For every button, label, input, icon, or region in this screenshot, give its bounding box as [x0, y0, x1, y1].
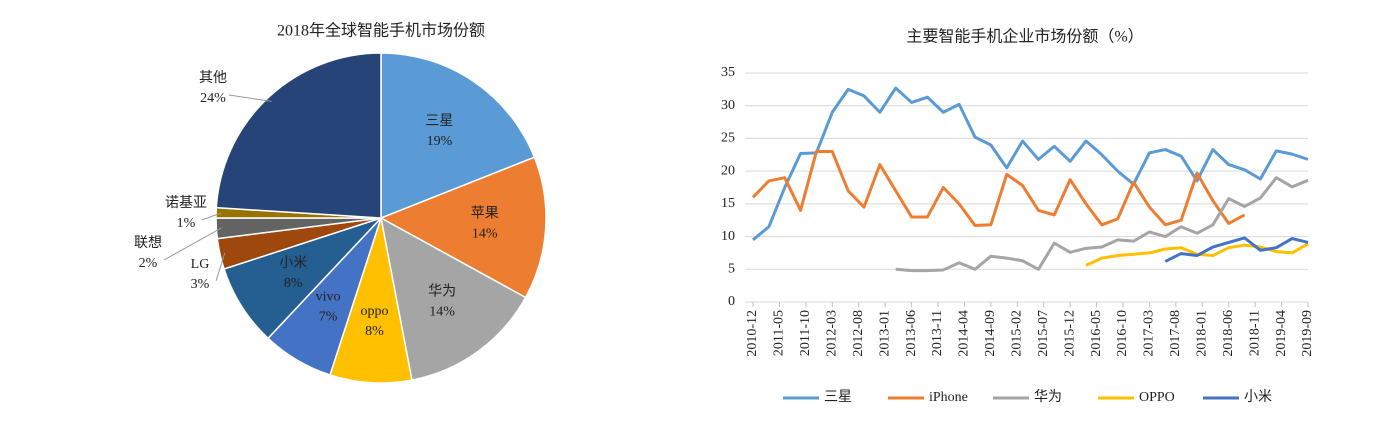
pie-title: 2018年全球智能手机市场份额	[277, 22, 485, 40]
line-series	[752, 86, 1309, 241]
legend-label: OPPO	[1139, 390, 1175, 405]
line-series	[895, 176, 1309, 273]
slice-label: 小米	[279, 255, 307, 271]
x-tick-label: 2019-04	[1274, 310, 1289, 357]
x-tick-label: 2010-12	[745, 310, 760, 357]
slice-label: 联想	[134, 235, 162, 251]
x-tick-label: 2016-05	[1089, 310, 1104, 357]
y-tick-label: 0	[728, 294, 735, 309]
legend-label: 华为	[1034, 389, 1062, 405]
x-tick-label: 2018-11	[1247, 310, 1262, 356]
x-tick-label: 2012-03	[825, 310, 840, 357]
legend-label: 小米	[1244, 389, 1272, 405]
x-tick-label: 2017-03	[1142, 310, 1157, 357]
legend-label: iPhone	[929, 390, 968, 405]
x-tick-label: 2015-07	[1036, 310, 1051, 357]
y-tick-label: 5	[728, 262, 735, 277]
y-tick-label: 10	[721, 229, 735, 244]
x-tick-label: 2013-06	[904, 310, 919, 357]
slice-label: 三星	[425, 114, 453, 129]
x-tick-label: 2016-10	[1115, 310, 1130, 357]
y-tick-label: 30	[721, 98, 735, 113]
slice-value: 8%	[365, 324, 384, 339]
slice-value: 14%	[472, 227, 498, 242]
slice-value: 19%	[427, 134, 453, 149]
slice-value: 8%	[284, 276, 303, 291]
x-tick-label: 2015-12	[1062, 310, 1077, 357]
slice-label: 其他	[199, 70, 227, 86]
x-tick-label: 2014-09	[983, 310, 998, 357]
x-tick-label: 2018-06	[1221, 310, 1236, 357]
x-tick-label: 2011-05	[772, 310, 787, 356]
x-tick-label: 2015-02	[1010, 310, 1025, 357]
x-tick-label: 2019-09	[1300, 310, 1315, 357]
line-series	[1164, 236, 1309, 263]
line-title: 主要智能手机企业市场份额（%）	[906, 28, 1143, 46]
slice-value: 1%	[177, 216, 196, 231]
slice-value: 7%	[319, 310, 338, 325]
legend-label: 三星	[824, 390, 852, 405]
y-tick-label: 15	[721, 196, 735, 211]
slice-label: oppo	[360, 304, 388, 319]
x-tick-label: 2017-08	[1168, 310, 1183, 357]
slice-value: 14%	[429, 304, 455, 319]
slice-label: 华为	[428, 283, 456, 299]
slice-label: LG	[191, 257, 210, 272]
pie-slice	[380, 52, 536, 220]
leader-line	[163, 227, 222, 261]
leader-line	[215, 252, 226, 282]
y-tick-label: 25	[721, 131, 735, 146]
pie-slice	[379, 156, 547, 299]
slice-value: 2%	[139, 256, 158, 271]
slice-label: 诺基亚	[165, 194, 207, 211]
x-tick-label: 2013-11	[930, 310, 945, 356]
slice-label: vivo	[316, 290, 341, 305]
slice-value: 24%	[200, 91, 226, 106]
y-tick-label: 35	[721, 65, 735, 80]
leader-line	[228, 94, 272, 102]
slice-label: 苹果	[471, 206, 499, 222]
slice-value: 3%	[191, 277, 210, 292]
leader-line	[201, 212, 222, 221]
y-tick-label: 20	[721, 163, 735, 178]
x-tick-label: 2014-04	[957, 310, 972, 357]
x-tick-label: 2011-10	[798, 310, 813, 356]
x-tick-label: 2013-01	[877, 310, 892, 357]
x-tick-label: 2018-01	[1195, 310, 1210, 357]
pie-slice	[379, 216, 527, 381]
line-series	[751, 150, 1246, 227]
pie-slice	[215, 52, 382, 219]
x-tick-label: 2012-08	[851, 310, 866, 357]
